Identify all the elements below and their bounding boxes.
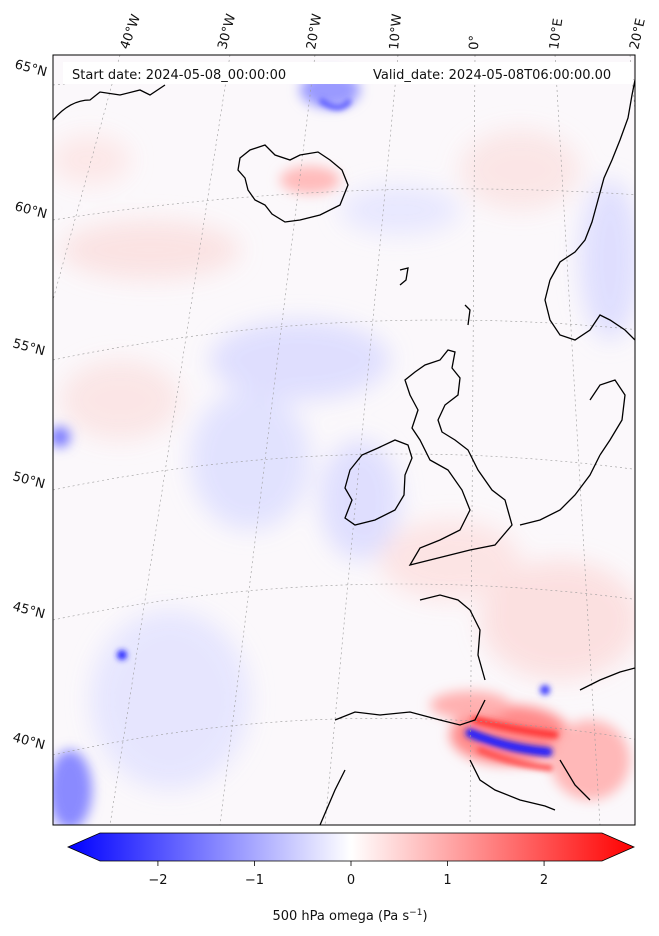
valid-date-text: Valid_date: 2024-05-08T06:00:00.00 — [373, 68, 611, 83]
start-date-text: Start date: 2024-05-08_00:00:00 — [72, 68, 286, 83]
colorbar-tick-label: −1 — [245, 873, 264, 888]
lon-label-20w: 20°W — [304, 13, 325, 51]
header-background — [63, 62, 633, 84]
lat-label-50n: 50°N — [11, 469, 47, 492]
latitude-labels: 65°N 60°N 55°N 50°N 45°N 40°N — [11, 57, 49, 753]
colorbar-ticks: −2 −1 0 1 2 — [148, 861, 548, 888]
lat-label-55n: 55°N — [11, 336, 47, 359]
lat-label-40n: 40°N — [11, 730, 47, 753]
omega-field — [53, 55, 635, 825]
lat-label-60n: 60°N — [13, 199, 49, 222]
lon-label-10w: 10°W — [387, 13, 405, 50]
longitude-labels: 40°W 30°W 20°W 10°W 0° 10°E 20°E — [118, 12, 649, 51]
lon-label-20e: 20°E — [627, 17, 649, 51]
lon-label-40w: 40°W — [118, 12, 144, 51]
lon-label-30w: 30°W — [215, 12, 239, 51]
lon-label-10e: 10°E — [547, 18, 566, 51]
colorbar-tick-label: −2 — [148, 873, 167, 888]
lat-label-65n: 65°N — [13, 57, 49, 80]
lat-label-45n: 45°N — [11, 599, 47, 622]
colorbar-tick-label: 2 — [540, 873, 548, 888]
colorbar-bar — [67, 832, 635, 862]
colorbar-label: 500 hPa omega (Pa s−1) — [272, 908, 427, 924]
map-frame — [52, 54, 636, 826]
colorbar-tick-label: 0 — [347, 873, 355, 888]
colorbar: −2 −1 0 1 2 500 hPa omega (Pa s−1) — [67, 832, 635, 924]
coastlines — [53, 79, 635, 825]
lon-label-0: 0° — [467, 35, 483, 50]
colorbar-tick-label: 1 — [443, 873, 451, 888]
